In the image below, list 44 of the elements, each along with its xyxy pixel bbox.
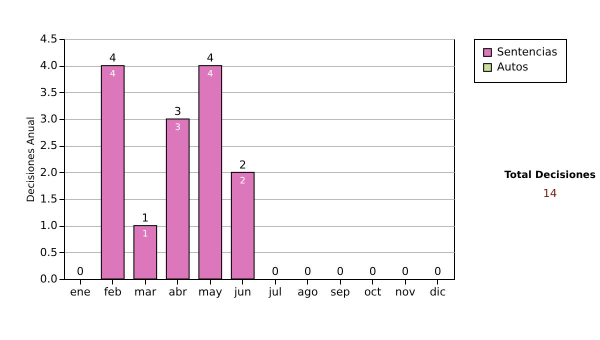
- data-label: 4: [207, 70, 214, 80]
- total-label: 0: [434, 265, 442, 278]
- x-tick-label: nov: [395, 286, 416, 298]
- x-tick-label: oct: [364, 286, 382, 298]
- y-tick-label: 0.0: [40, 272, 58, 286]
- total-label: 0: [369, 265, 376, 278]
- x-tick-label: jun: [233, 286, 252, 298]
- x-tick-label: jul: [268, 286, 282, 298]
- total-label: 4: [109, 52, 116, 65]
- total-label: 3: [174, 105, 182, 118]
- y-tick-label: 1.5: [40, 192, 58, 206]
- total-label: 1: [142, 212, 149, 225]
- total-label: 0: [76, 265, 84, 278]
- y-tick-label: 0.5: [40, 246, 58, 259]
- x-tick-label: may: [198, 286, 223, 298]
- total-label: 4: [206, 52, 214, 65]
- y-tick-label: 3.5: [40, 86, 58, 99]
- y-axis-title: Decisiones Anual: [26, 116, 38, 202]
- total-label: 0: [402, 265, 409, 278]
- x-tick-label: mar: [134, 286, 157, 298]
- total-label: 2: [239, 158, 246, 172]
- data-label: 2: [240, 176, 246, 186]
- y-tick-label: 3.0: [40, 112, 58, 126]
- y-tick-label: 2.5: [40, 139, 58, 152]
- y-tick-label: 4.5: [40, 32, 58, 46]
- y-tick-label: 4.0: [40, 59, 58, 72]
- data-label: 4: [110, 70, 116, 80]
- total-label: 0: [272, 265, 279, 278]
- total-label: 0: [304, 265, 312, 278]
- x-tick-label: dic: [430, 286, 446, 298]
- x-tick-label: feb: [104, 286, 122, 298]
- text: Total Decisiones: [503, 170, 597, 181]
- text: 14: [542, 187, 558, 200]
- legend-label: Sentencias: [497, 46, 558, 58]
- x-tick-label: ene: [70, 286, 91, 298]
- x-tick-label: ago: [298, 286, 318, 298]
- x-tick-label: abr: [168, 286, 188, 298]
- x-tick-label: sep: [330, 286, 350, 298]
- y-tick-label: 1.0: [40, 219, 58, 232]
- total-label: 0: [336, 265, 344, 278]
- y-tick-label: 2.0: [40, 166, 58, 179]
- data-label: 3: [174, 123, 181, 133]
- legend-label: Autos: [497, 60, 529, 74]
- data-label: 1: [142, 230, 148, 240]
